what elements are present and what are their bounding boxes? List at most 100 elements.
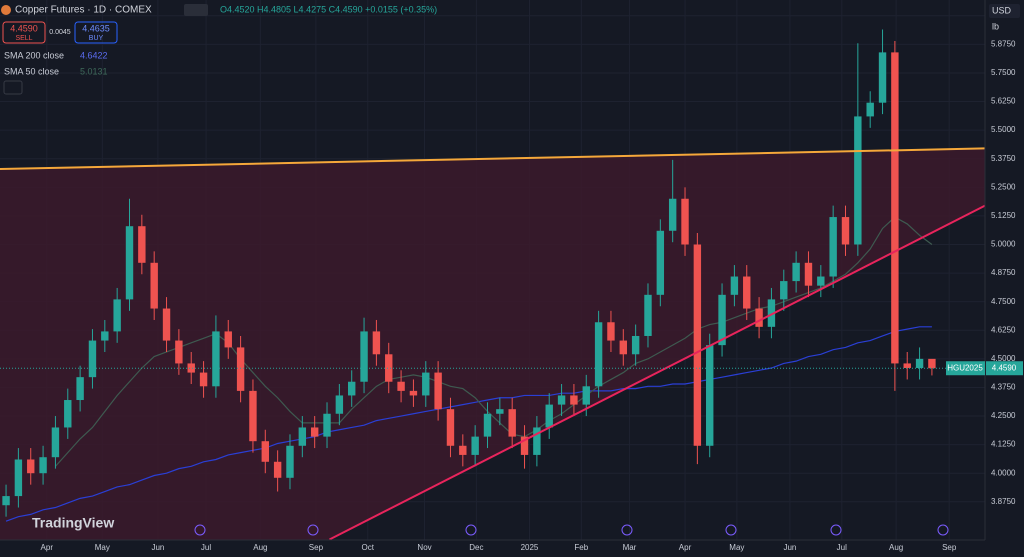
candle-body [298,427,307,446]
event-icon[interactable] [937,524,949,536]
candle-body [520,436,529,455]
sell-label: SELL [15,35,32,42]
badge [184,4,208,16]
event-icon[interactable] [830,524,842,536]
candle-body [866,102,874,117]
y-tick-label: 4.0000 [991,468,1016,477]
candle-body [409,390,418,396]
spread: 0.0045 [49,29,71,36]
y-tick-label: 5.5000 [991,125,1016,134]
y-tick-label: 4.3750 [991,383,1016,392]
x-tick-label: Dec [469,543,483,552]
legend-value: 5.0131 [80,66,108,76]
candle-body [915,358,924,369]
candle-body [249,390,257,442]
legend-label: SMA 50 close [4,66,59,76]
y-tick-label: 5.0000 [991,240,1016,249]
x-tick-label: Apr [41,543,54,552]
event-icon[interactable] [194,524,206,536]
candle-body [273,461,282,478]
event-icon[interactable] [307,524,319,536]
x-tick-label: Apr [679,543,692,552]
candle-body [14,459,23,497]
candle-body [878,52,887,103]
candle-body [533,427,541,455]
event-icon[interactable] [465,524,477,536]
x-tick-label: Sep [309,543,324,552]
candle-body [644,294,652,336]
event-icon[interactable] [621,524,633,536]
ohlc: O4.4520 H4.4805 L4.4275 C4.4590 +0.0155 … [220,4,437,14]
candle-body [138,226,146,263]
candle-body [88,340,97,378]
y-tick-label: 4.2500 [991,411,1016,420]
x-tick-label: Jul [837,543,847,552]
y-tick-label: 5.8750 [991,39,1016,48]
symbol-box [946,361,985,376]
legend-label: SMA 200 close [4,50,64,60]
candle-body [125,226,134,300]
trend-line [329,204,986,541]
candle-body [385,354,393,382]
y-tick-label: 4.8750 [991,268,1016,277]
sma-line [5,326,932,522]
collapse-button[interactable] [3,80,23,95]
event-icon[interactable] [725,524,737,536]
candle-body [631,335,640,355]
candle-body [236,347,245,391]
candle-body [471,436,479,455]
candle-body [397,381,405,391]
candle-body [841,217,850,245]
buy-price: 4.4635 [82,23,110,33]
x-tick-label: Nov [417,543,431,552]
x-tick-label: May [95,543,110,552]
sell-price: 4.4590 [10,23,38,33]
candle-body [51,427,60,458]
y-tick-label: 4.1250 [991,440,1016,449]
y-tick-label: 3.8750 [991,497,1016,506]
events [194,524,949,536]
unit: lb [992,21,999,31]
y-tick-label: 4.7500 [991,297,1016,306]
y-tick-label: 5.6250 [991,97,1016,106]
candle-body [607,322,615,341]
candle-body [310,427,319,437]
sell-button[interactable] [2,21,46,44]
candle-body [187,363,195,373]
candle-body [829,217,837,277]
candle-body [594,322,603,387]
x-tick-label: Aug [889,543,903,552]
candle-body [570,395,578,405]
candle-body [39,457,47,474]
candle-body [854,116,862,245]
candle-body [162,308,171,341]
candle-body [224,331,232,348]
logo: TradingView [32,515,114,531]
x-tick-label: Sep [942,543,957,552]
buy-button[interactable] [74,21,118,44]
candle-body [730,276,739,295]
candle-body [706,345,714,446]
x-tick-label: Mar [623,543,637,552]
buy-label: BUY [89,35,104,42]
candle-body [2,496,10,506]
candle-body [372,331,381,355]
x-tick-label: Feb [574,543,588,552]
y-tick-label: 5.7500 [991,68,1016,77]
candle-body [348,381,356,396]
candle-body [76,377,84,401]
currency: USD [992,5,1012,15]
candle-body [113,299,121,332]
currency-box[interactable] [989,4,1020,18]
y-tick-label: 5.2500 [991,182,1016,191]
candle-body [286,445,294,478]
candle-body [557,395,566,405]
candle-body [693,244,702,446]
candle-body [64,400,72,428]
candle-body [261,441,269,462]
candle-body [483,413,492,437]
x-tick-label: 2025 [521,543,539,552]
candle-body [212,331,220,387]
x-tick-label: Jun [783,543,796,552]
trend-line [0,147,986,171]
